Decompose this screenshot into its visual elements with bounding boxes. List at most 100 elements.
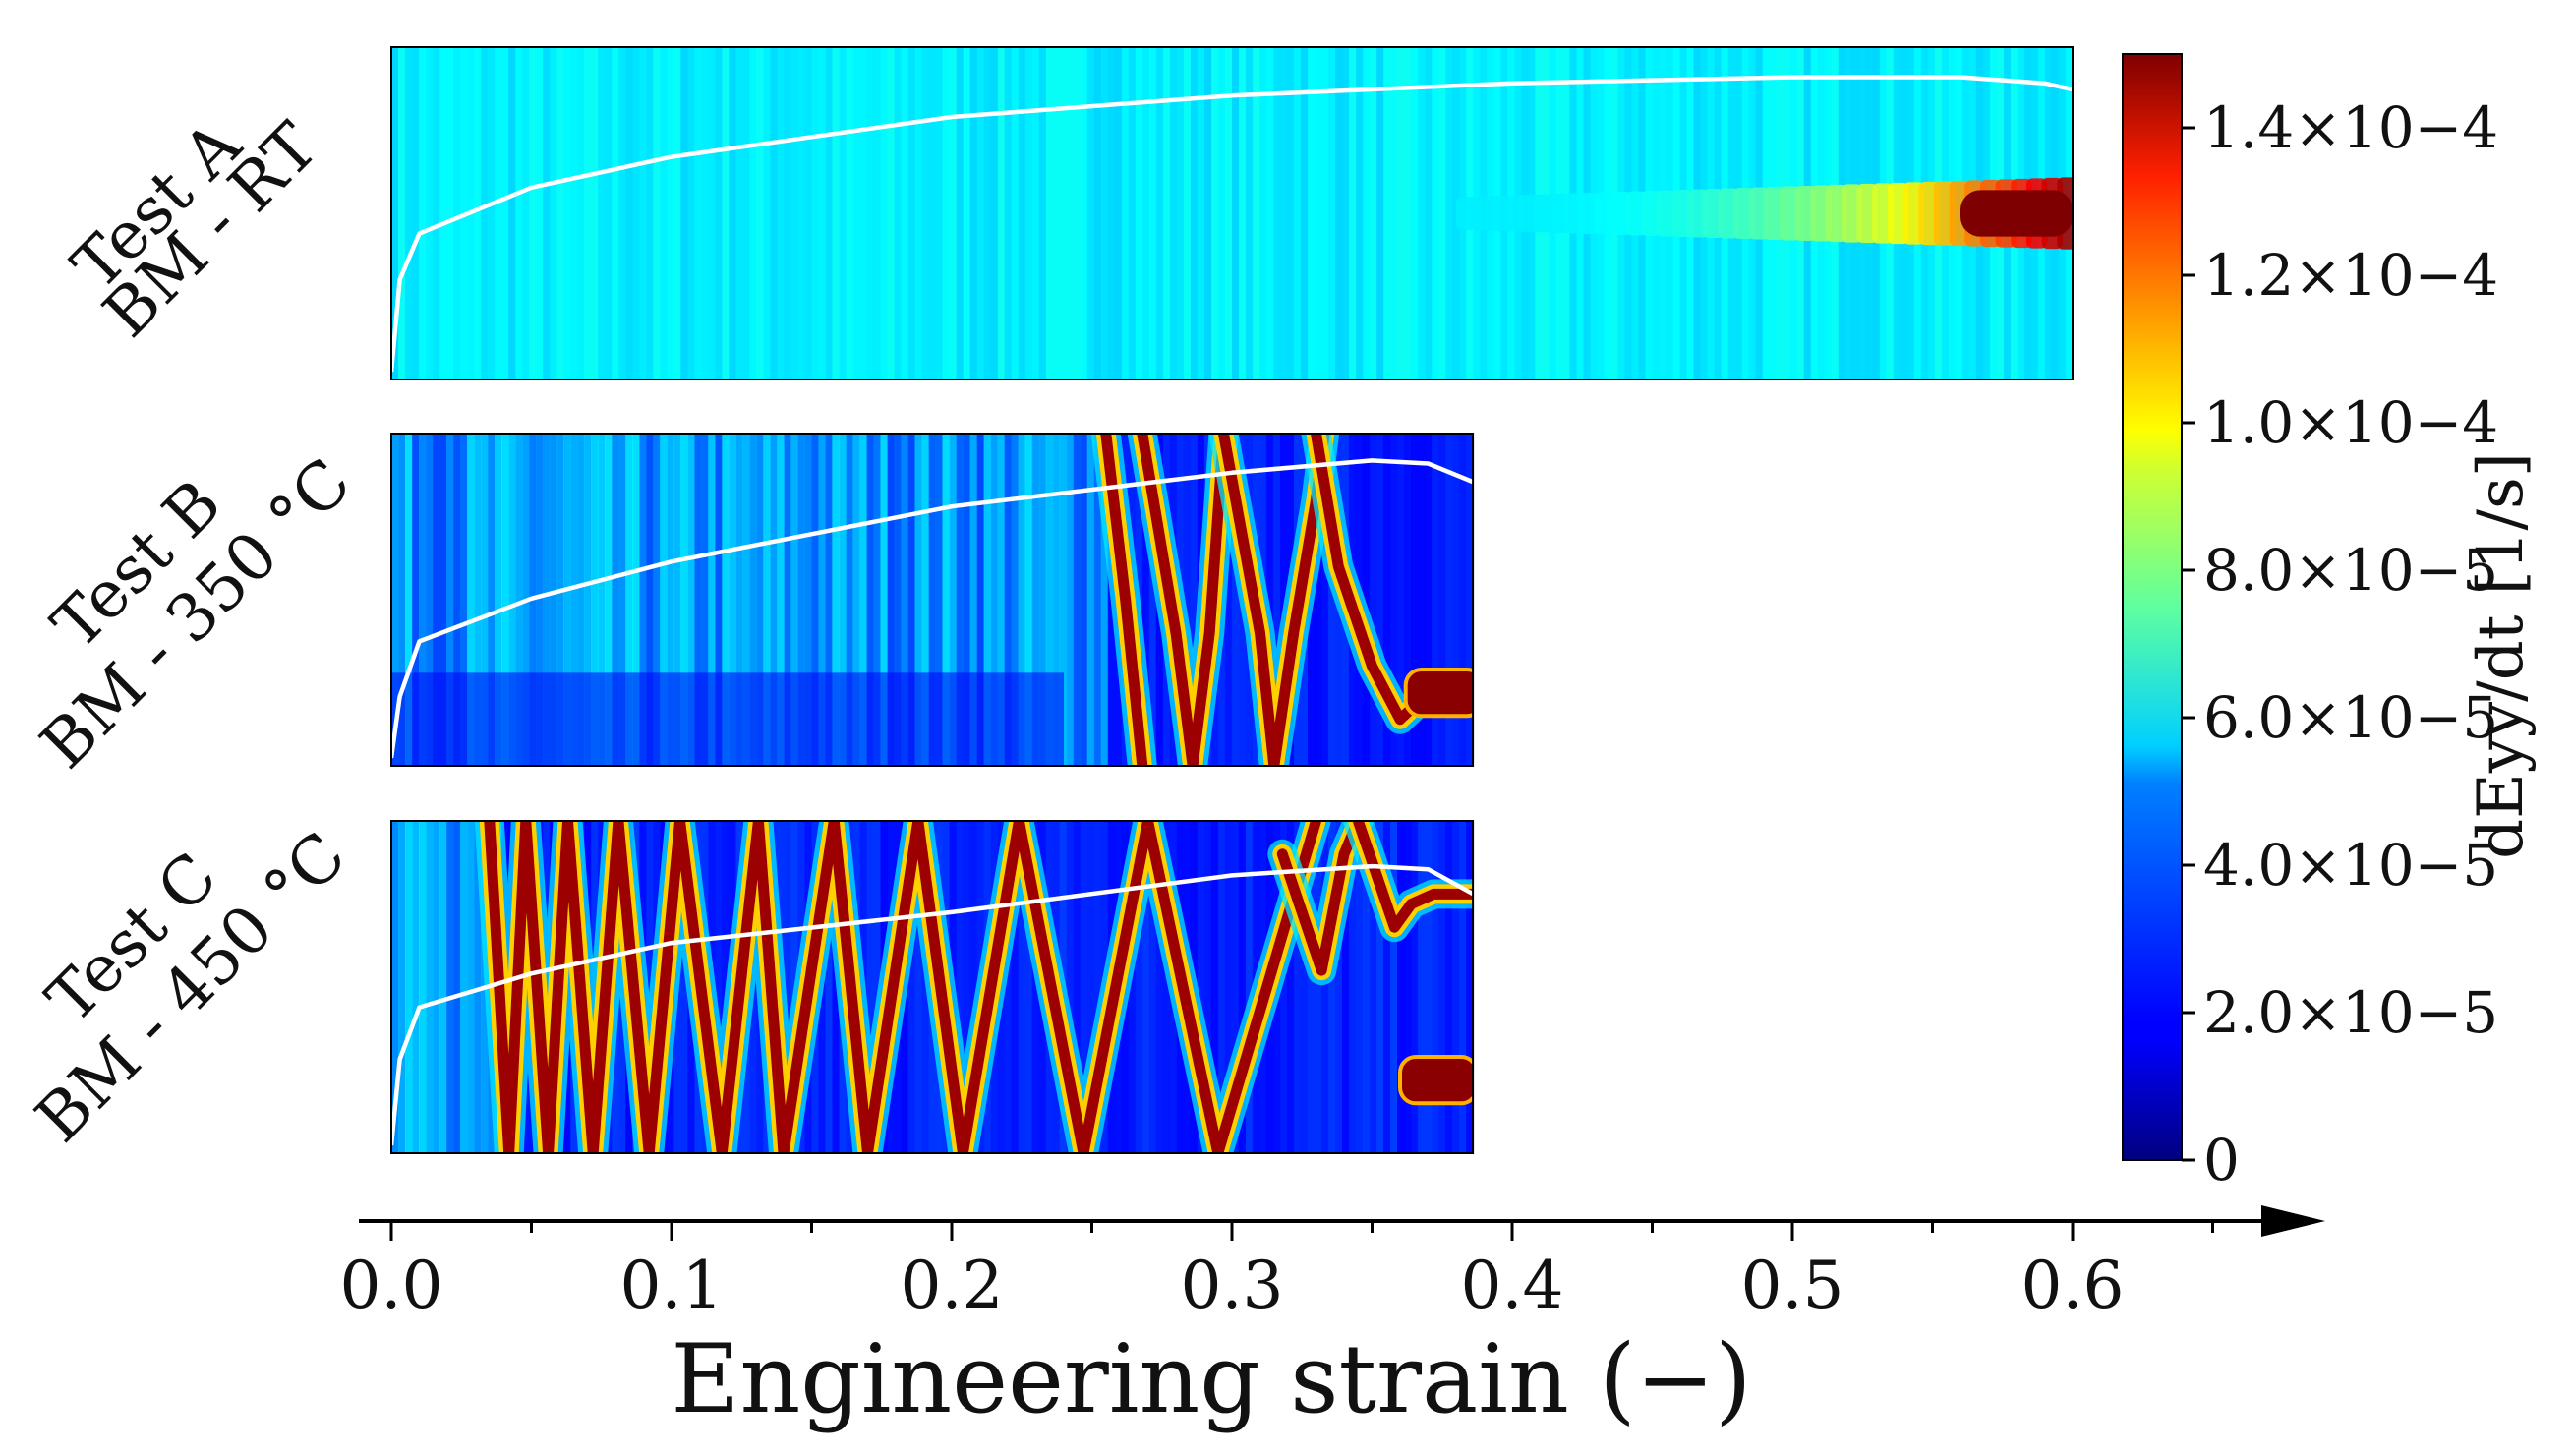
heatmap-texture-stripe bbox=[453, 821, 461, 1153]
heatmap-texture-stripe bbox=[866, 434, 875, 766]
heatmap-texture-stripe bbox=[1452, 821, 1460, 1153]
heatmap-texture-stripe bbox=[1080, 47, 1088, 379]
heatmap-texture-stripe bbox=[405, 821, 413, 1153]
heatmap-texture-stripe bbox=[832, 434, 841, 766]
heatmap-texture-stripe bbox=[1390, 821, 1398, 1153]
heatmap-texture-stripe bbox=[474, 821, 482, 1153]
heatmap-texture-stripe bbox=[990, 47, 999, 379]
heatmap-texture-stripe bbox=[1327, 821, 1336, 1153]
heatmap-texture-stripe bbox=[777, 434, 785, 766]
stress-strain-curve bbox=[391, 458, 1474, 759]
heatmap-texture-stripe bbox=[1438, 434, 1446, 766]
heatmap-texture-stripe bbox=[474, 434, 482, 766]
necking-core bbox=[1960, 190, 2073, 237]
x-tick-label: 0.1 bbox=[620, 1248, 724, 1323]
heatmap-texture-stripe bbox=[577, 47, 585, 379]
heatmap-texture-stripe bbox=[784, 47, 792, 379]
heatmap-texture-stripe bbox=[1031, 434, 1040, 766]
heatmap-texture-stripe bbox=[673, 47, 681, 379]
heatmap-texture-stripe bbox=[1066, 434, 1075, 766]
x-axis-label: Engineering strain (−) bbox=[671, 1324, 1751, 1434]
colorbar-tick-label: 1.4×10−4 bbox=[2203, 94, 2498, 161]
heatmap-texture-stripe bbox=[667, 434, 674, 766]
heatmap-texture-stripe bbox=[1148, 47, 1157, 379]
heatmap-texture-stripe bbox=[1273, 47, 1281, 379]
heatmap-texture-stripe bbox=[1466, 434, 1474, 766]
heatmap-texture-stripe bbox=[1376, 434, 1384, 766]
heatmap-texture-stripe bbox=[914, 821, 923, 1153]
heatmap-texture-stripe bbox=[866, 821, 875, 1153]
heatmap-texture-stripe bbox=[1004, 821, 1013, 1153]
heatmap-texture-stripe bbox=[887, 434, 896, 766]
heatmap-texture-stripe bbox=[1425, 821, 1433, 1153]
panel-frame bbox=[390, 46, 2074, 380]
heatmap-texture-stripe bbox=[1418, 434, 1426, 766]
heatmap-texture-stripe bbox=[811, 434, 820, 766]
x-axis-arrowhead bbox=[2261, 1205, 2325, 1237]
heatmap-texture-stripe bbox=[701, 434, 709, 766]
heatmap-texture-stripe bbox=[708, 434, 716, 766]
heatmap-texture-stripe bbox=[1059, 47, 1068, 379]
heatmap-texture-stripe bbox=[1148, 434, 1157, 766]
heatmap-texture-stripe bbox=[419, 47, 427, 379]
heatmap-texture-stripe bbox=[1183, 434, 1192, 766]
heatmap-texture-stripe bbox=[1265, 434, 1274, 766]
heatmap-texture-stripe bbox=[433, 47, 440, 379]
heatmap-texture-stripe bbox=[391, 47, 399, 379]
colorbar-tick-label: 2.0×10−5 bbox=[2203, 979, 2498, 1046]
heatmap-texture-stripe bbox=[1320, 434, 1329, 766]
heatmap-texture-stripe bbox=[859, 47, 868, 379]
heatmap-texture-stripe bbox=[1231, 434, 1240, 766]
heatmap-texture-stripe bbox=[708, 47, 716, 379]
heatmap-texture-stripe bbox=[790, 47, 799, 379]
heatmap-texture-stripe bbox=[1362, 434, 1371, 766]
heatmap-texture-stripe bbox=[1369, 821, 1377, 1153]
heatmap-texture-stripe bbox=[646, 434, 654, 766]
heatmap-texture-stripe bbox=[749, 434, 757, 766]
heatmap-texture-stripe bbox=[550, 434, 557, 766]
heatmap-texture-stripe bbox=[963, 821, 971, 1153]
heatmap-texture-stripe bbox=[1045, 434, 1054, 766]
x-axis: 0.0 0.1 0.2 0.3 0.4 0.5 0.6 Engineering strain… bbox=[340, 1205, 2325, 1434]
heatmap-texture-stripe bbox=[460, 434, 468, 766]
heatmap-texture-stripe bbox=[687, 47, 695, 379]
heatmap-texture-stripe bbox=[1052, 47, 1061, 379]
heatmap-texture-stripe bbox=[1279, 434, 1288, 766]
heatmap-texture-stripe bbox=[1190, 434, 1199, 766]
heatmap-texture-stripe bbox=[543, 47, 551, 379]
heatmap-texture-stripe bbox=[687, 434, 695, 766]
heatmap-texture-stripe bbox=[680, 47, 688, 379]
heatmap-texture-stripe bbox=[1320, 821, 1329, 1153]
heatmap-texture-stripe bbox=[556, 434, 564, 766]
heatmap-texture-stripe bbox=[1404, 821, 1412, 1153]
heatmap-texture-stripe bbox=[426, 434, 434, 766]
heatmap-texture-stripe bbox=[536, 434, 544, 766]
heatmap-texture-stripe bbox=[907, 821, 916, 1153]
heatmap-texture-stripe bbox=[1314, 434, 1322, 766]
heatmap-texture-stripe bbox=[1362, 821, 1371, 1153]
heatmap-texture-stripe bbox=[997, 434, 1006, 766]
heatmap-texture-stripe bbox=[1031, 47, 1040, 379]
heatmap-texture-stripe bbox=[467, 821, 475, 1153]
heatmap-texture-stripe bbox=[1370, 47, 1377, 379]
x-tick-label: 0.2 bbox=[901, 1248, 1004, 1323]
heatmap-texture-stripe bbox=[543, 434, 551, 766]
heatmap-texture-stripe bbox=[1397, 821, 1405, 1153]
heatmap-texture-stripe bbox=[859, 434, 868, 766]
heatmap-texture-stripe bbox=[632, 434, 640, 766]
heatmap-texture-stripe bbox=[1383, 47, 1391, 379]
heatmap-texture-stripe bbox=[639, 434, 647, 766]
panel-test-a bbox=[390, 46, 2074, 380]
heatmap-texture-stripe bbox=[591, 47, 599, 379]
heatmap-texture-stripe bbox=[729, 434, 736, 766]
band-core bbox=[484, 821, 1321, 1153]
heatmap-texture-stripe bbox=[949, 47, 958, 379]
heatmap-texture-stripe bbox=[508, 434, 516, 766]
heatmap-texture-stripe bbox=[777, 47, 786, 379]
heatmap-texture-stripe bbox=[1197, 821, 1205, 1153]
colorbar-tick-label: 1.2×10−4 bbox=[2203, 242, 2498, 309]
heatmap-texture-stripe bbox=[818, 47, 827, 379]
heatmap-texture-stripe bbox=[439, 47, 447, 379]
heatmap-texture-stripe bbox=[722, 434, 730, 766]
heatmap-texture-stripe bbox=[563, 434, 571, 766]
